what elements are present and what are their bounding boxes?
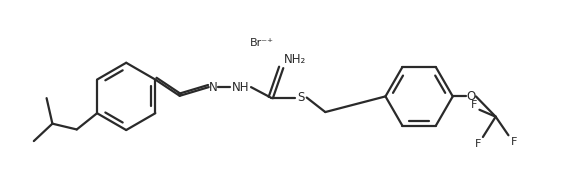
Text: NH₂: NH₂ [284,53,306,66]
Text: F: F [511,137,518,147]
Text: N: N [209,81,217,94]
Text: F: F [470,100,477,110]
Text: Br⁻⁺: Br⁻⁺ [250,38,274,48]
Text: NH: NH [232,81,250,94]
Text: O: O [466,90,476,103]
Text: F: F [475,139,482,149]
Text: S: S [297,91,304,104]
